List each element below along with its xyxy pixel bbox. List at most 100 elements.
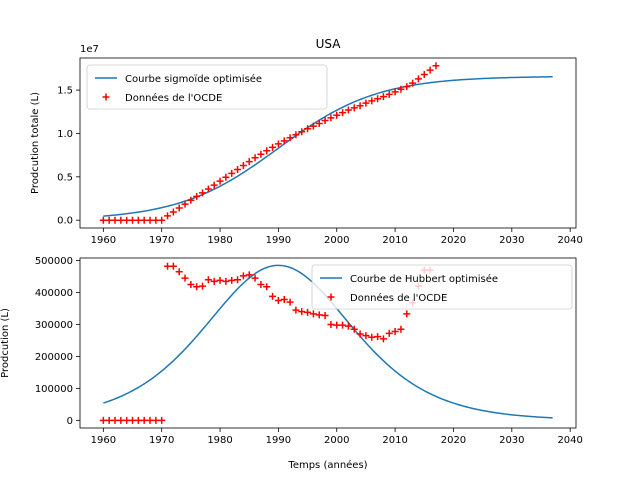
data-point (397, 325, 405, 333)
data-point (228, 276, 236, 284)
x-tick-label: 2040 (557, 235, 582, 246)
data-point (216, 177, 224, 185)
data-point (309, 122, 317, 130)
legend-box (86, 64, 328, 110)
data-point (368, 97, 376, 105)
x-axis-label: Temps (années) (287, 459, 367, 471)
data-point (362, 99, 370, 107)
data-point (368, 333, 376, 341)
fitted-curve-line (103, 76, 553, 217)
y-tick-label: 0 (67, 416, 73, 427)
data-point (327, 114, 335, 122)
data-point (414, 75, 422, 83)
data-point (274, 297, 282, 304)
data-point (158, 416, 166, 424)
data-point (239, 272, 247, 280)
bottom-subplot: 1960 1970 1980 1990 2000 2010 2020 2030 2040 0 100… (0, 256, 583, 446)
x-tick-label: 1960 (91, 435, 116, 446)
data-point (245, 271, 253, 279)
data-point (362, 332, 370, 340)
data-point (117, 416, 125, 424)
data-point (117, 216, 125, 224)
data-point (339, 109, 347, 117)
x-tick-label: 2020 (441, 435, 466, 446)
legend-entry-scatter: Données de l'OCDE (125, 92, 222, 104)
data-point (304, 125, 312, 133)
data-point (356, 102, 364, 110)
data-point (152, 216, 160, 224)
x-tick-label: 2040 (557, 435, 582, 446)
data-point (391, 88, 399, 96)
x-tick-label: 1980 (207, 435, 232, 446)
data-point (432, 62, 440, 70)
data-point (269, 143, 277, 151)
x-tick-label: 2010 (382, 435, 407, 446)
data-point (193, 192, 201, 200)
x-tick-label: 2030 (499, 235, 524, 246)
data-point (99, 416, 107, 424)
data-point (403, 310, 411, 318)
data-point (129, 416, 137, 424)
x-tick-label: 1990 (266, 235, 291, 246)
data-point (169, 208, 177, 216)
data-point (292, 306, 300, 314)
data-point (193, 283, 201, 291)
data-point (181, 274, 189, 282)
legend-marker-swatch (102, 93, 110, 101)
x-tick-label: 1960 (91, 235, 116, 246)
data-point (239, 162, 247, 170)
y-tick-label: 1.0 (57, 129, 73, 140)
data-point (403, 83, 411, 91)
data-point (222, 277, 230, 285)
data-point (123, 416, 131, 424)
data-point (140, 416, 148, 424)
data-point (187, 281, 195, 289)
x-tick-label: 2030 (499, 435, 524, 446)
data-point (123, 216, 131, 224)
data-point (292, 131, 300, 139)
data-point (379, 93, 387, 101)
data-point (274, 140, 282, 148)
data-point (164, 212, 172, 220)
data-point (315, 311, 323, 319)
y-tick-label: 300000 (35, 320, 73, 331)
data-point (251, 274, 259, 282)
data-point (269, 292, 277, 300)
data-point (257, 150, 265, 158)
data-point (111, 416, 119, 424)
data-point (309, 310, 317, 318)
data-point (298, 308, 306, 316)
x-tick-label: 1990 (266, 435, 291, 446)
data-point (385, 90, 393, 98)
data-point (222, 173, 230, 181)
y-tick-label: 200000 (35, 352, 73, 363)
data-point (146, 216, 154, 224)
x-tick-label: 2010 (382, 235, 407, 246)
data-point (315, 119, 323, 127)
data-point (111, 216, 119, 224)
data-point (263, 147, 271, 155)
y-tick-label: 0.5 (57, 172, 73, 183)
data-point (245, 158, 253, 166)
data-point (210, 181, 218, 189)
data-point (333, 321, 341, 329)
x-tick-label: 2000 (324, 435, 349, 446)
data-point (234, 165, 242, 173)
data-point (339, 321, 347, 329)
data-point (327, 320, 335, 328)
y-offset-text: 1e7 (80, 44, 99, 55)
y-axis-label: Prodcution (L) (0, 308, 11, 378)
data-point (228, 169, 236, 177)
data-point (251, 154, 259, 162)
y-tick-label: 1.5 (57, 86, 73, 97)
data-point (304, 308, 312, 316)
scatter-series (99, 62, 440, 224)
data-point (129, 216, 137, 224)
legend-entry-scatter: Données de l'OCDE (350, 292, 447, 304)
data-point (321, 116, 329, 124)
data-point (99, 216, 107, 224)
data-point (134, 216, 142, 224)
data-point (204, 276, 212, 284)
data-point (280, 296, 288, 304)
